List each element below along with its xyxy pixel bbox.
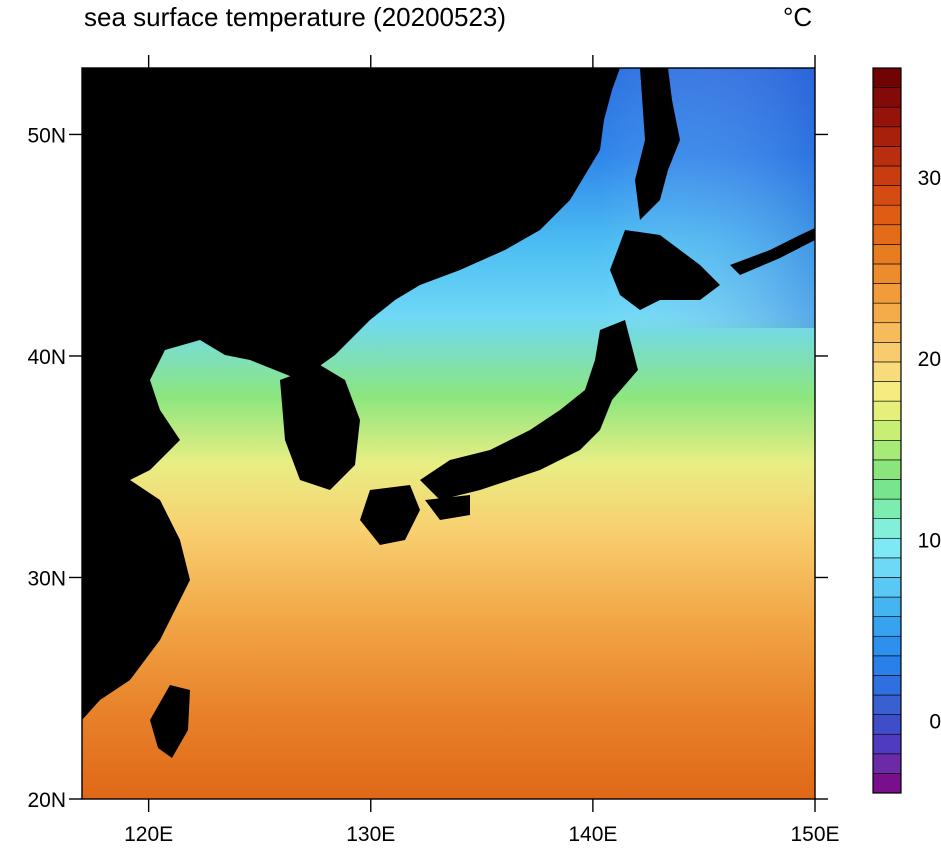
colorbar-segment — [872, 616, 902, 637]
colorbar-segment — [872, 675, 902, 696]
shikoku-island — [425, 495, 470, 520]
units-label: °C — [783, 2, 812, 32]
colorbar-segment — [872, 498, 902, 519]
colorbar-segment — [872, 283, 902, 304]
colorbar-segment — [872, 439, 902, 461]
colorbar-segment — [872, 733, 902, 755]
colorbar-tick-label: 20 — [918, 348, 941, 371]
colorbar-segment — [872, 67, 902, 88]
colorbar-segment — [872, 126, 902, 147]
taiwan-island — [150, 685, 190, 758]
honshu-island — [420, 320, 638, 500]
colorbar-segment — [872, 537, 902, 559]
colorbar-segment — [872, 106, 902, 128]
colorbar-segment — [872, 342, 902, 363]
lon-tick-label: 120E — [124, 823, 173, 846]
colorbar-segment — [872, 694, 902, 715]
map-plot — [82, 68, 815, 799]
colorbar-segment — [872, 714, 902, 735]
colorbar-segment — [872, 479, 902, 500]
map-axis-ticks: 120E 130E 140E 150E 20N 30N 40N 50N — [27, 55, 840, 846]
colorbar-tick-label: 0 — [929, 711, 941, 734]
colorbar: 0 10 20 30 — [872, 67, 941, 794]
colorbar-segment — [872, 263, 902, 284]
colorbar-segment — [872, 322, 902, 343]
lat-tick-label: 30N — [27, 567, 66, 590]
hokkaido-island — [610, 230, 720, 310]
colorbar-tick-label: 10 — [918, 529, 941, 552]
map-frame — [81, 67, 816, 800]
colorbar-segment — [872, 420, 902, 441]
korea-peninsula — [280, 365, 360, 490]
colorbar-segment — [872, 577, 902, 598]
colorbar-segment — [872, 459, 902, 480]
lat-tick-label: 50N — [27, 124, 66, 147]
kyushu-island — [360, 485, 420, 545]
lon-tick-label: 150E — [790, 823, 839, 846]
colorbar-tick-label: 30 — [918, 167, 941, 190]
colorbar-segment — [872, 204, 902, 226]
kuril-islands — [730, 228, 815, 275]
sakhalin-island — [635, 68, 680, 220]
colorbar-segment — [872, 361, 902, 382]
colorbar-segment — [872, 244, 902, 265]
colorbar-segment — [872, 165, 902, 186]
colorbar-segment — [872, 381, 902, 402]
lon-tick-label: 140E — [568, 823, 617, 846]
colorbar-segment — [872, 185, 902, 206]
colorbar-segment — [872, 518, 902, 539]
colorbar-segment — [872, 557, 902, 578]
colorbar-segment — [872, 146, 902, 167]
colorbar-segment — [872, 400, 902, 422]
lat-tick-label: 40N — [27, 346, 66, 369]
colorbar-segment — [872, 655, 902, 676]
colorbar-segment — [872, 596, 902, 617]
colorbar-segment — [872, 302, 902, 324]
colorbar-frame — [872, 67, 902, 794]
colorbar-segment — [872, 753, 902, 774]
colorbar-segment — [872, 224, 902, 245]
colorbar-segment — [872, 87, 902, 108]
colorbar-segment — [872, 773, 902, 794]
colorbar-segment — [872, 635, 902, 657]
asia-landmass — [82, 68, 620, 720]
map-title: sea surface temperature (20200523) — [84, 2, 506, 32]
lat-tick-label: 20N — [27, 789, 66, 812]
lon-tick-label: 130E — [346, 823, 395, 846]
